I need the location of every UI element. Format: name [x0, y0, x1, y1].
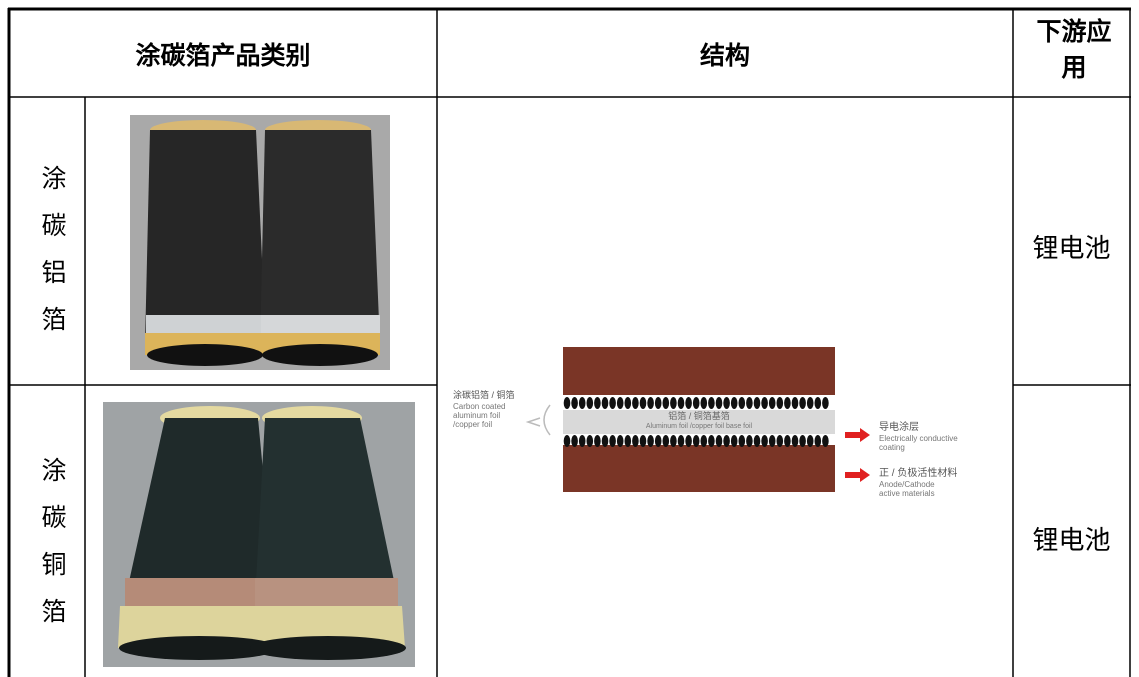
- coating-dot: [647, 435, 654, 447]
- coating-dot: [685, 397, 692, 409]
- coating-dot: [746, 435, 753, 447]
- coating-dot: [563, 397, 571, 409]
- coating-dot: [753, 397, 761, 409]
- coating-dot: [784, 435, 791, 447]
- coating-dot: [738, 435, 746, 447]
- coating-dot: [677, 397, 685, 409]
- coating-dot: [586, 397, 594, 409]
- coating-dot: [814, 397, 822, 409]
- coating-dot: [730, 435, 738, 447]
- photo-copper-foil: [103, 402, 415, 667]
- coating-dot: [654, 397, 662, 409]
- coating-dot: [700, 397, 708, 409]
- coating-dot: [632, 435, 639, 447]
- coating-dot: [594, 397, 601, 409]
- label-zh: 正 / 负极活性材料: [879, 466, 957, 479]
- coating-dot: [609, 435, 616, 447]
- coating-dot: [822, 435, 829, 447]
- coating-dot: [692, 435, 700, 447]
- label-zh: 涂碳铝箔 / 铜箔: [453, 389, 515, 400]
- coating-dot: [692, 397, 700, 409]
- coating-dot: [670, 435, 677, 447]
- coating-dot: [784, 397, 791, 409]
- coating-dot: [639, 435, 647, 447]
- coating-dot: [761, 397, 768, 409]
- application: 锂电池: [1032, 526, 1111, 556]
- coating-dot: [723, 435, 730, 447]
- coating-dot: [776, 397, 784, 409]
- coating-dot: [768, 435, 776, 447]
- coating-dot: [654, 435, 662, 447]
- coating-dot: [662, 397, 670, 409]
- coating-dot: [768, 397, 776, 409]
- coating-dot: [738, 397, 746, 409]
- coating-dot: [822, 397, 829, 409]
- coating-dot: [571, 397, 578, 409]
- coating-dot: [624, 397, 632, 409]
- coating-dot: [791, 435, 799, 447]
- coating-dot: [594, 435, 601, 447]
- coating-dot: [708, 435, 715, 447]
- label-en: Carbon coated: [453, 402, 505, 411]
- coating-dot: [685, 435, 692, 447]
- coating-dot: [586, 435, 594, 447]
- coating-dot: [578, 435, 586, 447]
- coating-dot: [806, 435, 814, 447]
- coating-dot: [730, 397, 738, 409]
- coating-dot: [715, 397, 723, 409]
- product-name: 涂碳铜箔: [38, 457, 67, 645]
- coating-dot: [708, 397, 715, 409]
- label-zh: 铝箔 / 铜箔基箔: [668, 410, 730, 421]
- coating-dot: [670, 397, 677, 409]
- label-en: active materials: [879, 489, 935, 498]
- coating-dot: [799, 397, 806, 409]
- coating-dot: [799, 435, 806, 447]
- coating-dot: [723, 397, 730, 409]
- coating-dot: [662, 435, 670, 447]
- coating-dot: [746, 397, 753, 409]
- label-zh: 导电涂层: [879, 420, 919, 433]
- header-cell: 结构: [699, 41, 750, 70]
- label-en: coating: [879, 443, 905, 452]
- coating-dot: [700, 435, 708, 447]
- application: 锂电池: [1032, 234, 1111, 264]
- coating-dot: [806, 397, 814, 409]
- coating-dot: [677, 435, 685, 447]
- coating-dot: [578, 397, 586, 409]
- photo-aluminum-foil: [130, 115, 390, 370]
- coating-dot: [753, 435, 761, 447]
- coating-dot: [814, 435, 822, 447]
- coating-dot: [647, 397, 654, 409]
- structure-diagram: 涂碳铝箔 / 铜箔 Carbon coated aluminum foil /c…: [453, 347, 958, 498]
- coating-dot: [563, 435, 571, 447]
- coating-dot: [609, 397, 616, 409]
- label-en: Aluminum foil /copper foil base foil: [646, 423, 753, 430]
- product-name: 涂碳铝箔: [38, 165, 67, 353]
- coating-dot: [571, 435, 578, 447]
- coating-dot: [639, 397, 647, 409]
- label-en: Anode/Cathode: [879, 480, 935, 489]
- coating-dot: [715, 435, 723, 447]
- coating-dot: [616, 435, 624, 447]
- coating-dot: [624, 435, 632, 447]
- coating-dot: [791, 397, 799, 409]
- coating-dot: [761, 435, 768, 447]
- label-en: aluminum foil: [453, 411, 500, 420]
- label-en: /copper foil: [453, 420, 492, 429]
- header-cell: 下游应用: [1036, 17, 1112, 82]
- coating-dot: [776, 435, 784, 447]
- header-cell: 涂碳箔产品类别: [135, 41, 311, 70]
- coating-dot: [616, 397, 624, 409]
- coating-dot: [601, 435, 609, 447]
- label-en: Electrically conductive: [879, 434, 958, 443]
- coating-dot: [601, 397, 609, 409]
- coating-dot: [632, 397, 639, 409]
